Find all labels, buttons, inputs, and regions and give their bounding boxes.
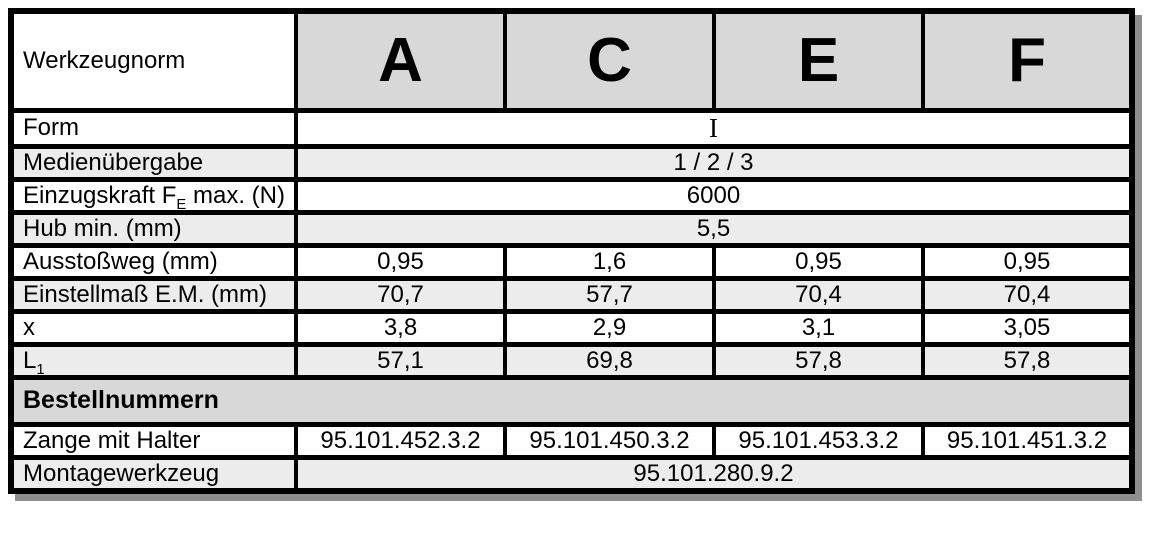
cell-form-value: I <box>294 107 1134 149</box>
column-header-a: A <box>294 8 507 113</box>
cell-l1-f: 57,8 <box>921 341 1134 380</box>
cell-x-f: 3,05 <box>921 308 1134 347</box>
corner-label-werkzeugnorm: Werkzeugnorm <box>9 8 298 113</box>
row-form: Form I <box>9 107 1134 149</box>
row-einstellmass: Einstellmaß E.M. (mm) 70,7 57,7 70,4 70,… <box>9 275 1134 314</box>
row-label-montagewerkzeug: Montagewerkzeug <box>9 454 298 493</box>
cell-l1-a: 57,1 <box>294 341 507 380</box>
label-text-pre: L <box>23 346 37 374</box>
row-x: x 3,8 2,9 3,1 3,05 <box>9 308 1134 347</box>
label-subscript: E <box>176 196 187 212</box>
cell-einstellmass-a: 70,7 <box>294 275 507 314</box>
section-title-bestellnummern: Bestellnummern <box>9 374 1134 427</box>
cell-einstellmass-c: 57,7 <box>503 275 716 314</box>
label-text-pre: Einzugskraft F <box>23 181 177 209</box>
row-ausstossweg: Ausstoßweg (mm) 0,95 1,6 0,95 0,95 <box>9 242 1134 281</box>
column-header-e: E <box>712 8 925 113</box>
cell-ausstossweg-f: 0,95 <box>921 242 1134 281</box>
cell-montagewerkzeug-value: 95.101.280.9.2 <box>294 454 1134 493</box>
cell-x-e: 3,1 <box>712 308 925 347</box>
row-label-form: Form <box>9 107 298 149</box>
cell-hub-value: 5,5 <box>294 209 1134 248</box>
row-einzugskraft: Einzugskraft FE max. (N) 6000 <box>9 176 1134 215</box>
cell-einstellmass-e: 70,4 <box>712 275 925 314</box>
cell-ausstossweg-a: 0,95 <box>294 242 507 281</box>
row-label-ausstossweg: Ausstoßweg (mm) <box>9 242 298 281</box>
label-text-post: max. (N) <box>186 181 285 209</box>
cell-x-a: 3,8 <box>294 308 507 347</box>
cell-ausstossweg-c: 1,6 <box>503 242 716 281</box>
cell-ausstossweg-e: 0,95 <box>712 242 925 281</box>
table-header-row: Werkzeugnorm A C E F <box>9 8 1134 113</box>
row-l1: L1 57,1 69,8 57,8 57,8 <box>9 341 1134 380</box>
cell-l1-e: 57,8 <box>712 341 925 380</box>
cell-zange-c: 95.101.450.3.2 <box>503 421 716 460</box>
row-label-l1: L1 <box>9 341 298 380</box>
row-label-x: x <box>9 308 298 347</box>
label-subscript: 1 <box>36 361 45 377</box>
row-hub: Hub min. (mm) 5,5 <box>9 209 1134 248</box>
cell-zange-e: 95.101.453.3.2 <box>712 421 925 460</box>
cell-medienuebergabe-value: 1 / 2 / 3 <box>294 143 1134 182</box>
row-label-medienuebergabe: Medienübergabe <box>9 143 298 182</box>
section-header-row: Bestellnummern <box>9 374 1134 427</box>
row-montagewerkzeug: Montagewerkzeug 95.101.280.9.2 <box>9 454 1134 493</box>
row-label-einstellmass: Einstellmaß E.M. (mm) <box>9 275 298 314</box>
cell-zange-f: 95.101.451.3.2 <box>921 421 1134 460</box>
row-label-zange: Zange mit Halter <box>9 421 298 460</box>
cell-l1-c: 69,8 <box>503 341 716 380</box>
cell-x-c: 2,9 <box>503 308 716 347</box>
column-header-c: C <box>503 8 716 113</box>
row-medienuebergabe: Medienübergabe 1 / 2 / 3 <box>9 143 1134 182</box>
row-label-einzugskraft: Einzugskraft FE max. (N) <box>9 176 298 215</box>
cell-einstellmass-f: 70,4 <box>921 275 1134 314</box>
cell-einzugskraft-value: 6000 <box>294 176 1134 215</box>
cell-zange-a: 95.101.452.3.2 <box>294 421 507 460</box>
column-header-f: F <box>921 8 1134 113</box>
row-label-hub: Hub min. (mm) <box>9 209 298 248</box>
tool-spec-table: Werkzeugnorm A C E F Form I Medienüberga… <box>8 8 1135 494</box>
row-zange: Zange mit Halter 95.101.452.3.2 95.101.4… <box>9 421 1134 460</box>
